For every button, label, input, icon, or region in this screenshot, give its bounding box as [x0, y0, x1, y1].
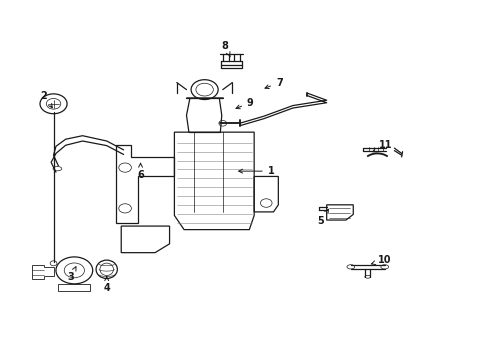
Text: 1: 1 — [238, 166, 274, 176]
Text: 5: 5 — [317, 209, 328, 226]
Text: 3: 3 — [67, 267, 76, 283]
Text: 9: 9 — [236, 98, 253, 109]
Text: 6: 6 — [137, 163, 143, 180]
Text: 8: 8 — [221, 41, 229, 57]
Text: 7: 7 — [264, 77, 282, 89]
Text: 10: 10 — [371, 255, 391, 265]
Text: 2: 2 — [41, 91, 52, 108]
Text: 4: 4 — [103, 277, 110, 293]
Text: 11: 11 — [372, 140, 392, 152]
